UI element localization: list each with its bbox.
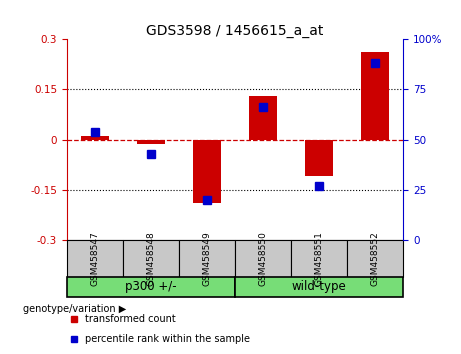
Bar	[361, 52, 390, 139]
Text: GSM458548: GSM458548	[147, 231, 155, 286]
Text: GSM458549: GSM458549	[202, 231, 212, 286]
Text: GSM458547: GSM458547	[90, 231, 100, 286]
Text: GSM458551: GSM458551	[315, 231, 324, 286]
Text: p300 +/-: p300 +/-	[125, 280, 177, 293]
Bar	[347, 240, 403, 277]
Bar	[123, 240, 179, 277]
Bar	[81, 136, 109, 139]
Text: GSM458552: GSM458552	[371, 231, 380, 286]
Text: transformed count: transformed count	[85, 314, 176, 324]
Bar	[193, 139, 221, 203]
Bar	[249, 96, 277, 139]
Text: wild-type: wild-type	[292, 280, 347, 293]
Bar	[179, 240, 235, 277]
Bar	[235, 240, 291, 277]
Bar	[67, 240, 123, 277]
Bar	[291, 240, 347, 277]
Title: GDS3598 / 1456615_a_at: GDS3598 / 1456615_a_at	[147, 24, 324, 38]
Bar	[305, 139, 333, 177]
Text: genotype/variation ▶: genotype/variation ▶	[23, 304, 126, 314]
Text: percentile rank within the sample: percentile rank within the sample	[85, 335, 250, 344]
Bar	[235, 277, 403, 297]
Bar	[67, 277, 235, 297]
Bar	[137, 139, 165, 144]
Text: GSM458550: GSM458550	[259, 231, 268, 286]
